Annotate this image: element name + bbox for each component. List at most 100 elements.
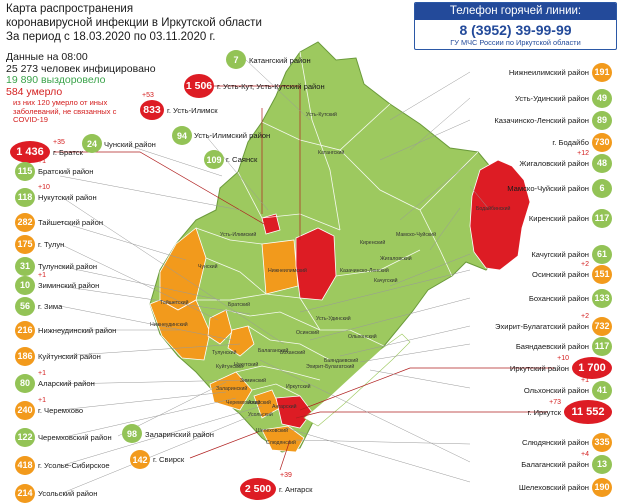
region-value-badge: 117 — [592, 208, 612, 228]
map-district-label: Бодайбинский — [476, 206, 511, 212]
region-name-label: г. Усолье-Сибирское — [38, 461, 110, 470]
map-district-label: Зиминский — [240, 378, 267, 384]
region-name-label: Киренский район — [528, 214, 589, 223]
stats-block: Данные на 08:00 25 273 человек инфициров… — [6, 51, 156, 98]
map-district-label: Тулунский — [212, 350, 237, 356]
map-district-label: Заларинский — [216, 386, 248, 392]
region-name-label: г. Братск — [53, 148, 83, 157]
region-name-label: Балаганский район — [521, 460, 589, 469]
region-value-badge: 118 — [15, 187, 35, 207]
region-name-label: Нижнеилимский район — [508, 68, 589, 77]
map-district-label: Тайшетский — [160, 300, 189, 306]
stats-deaths: 584 умерло — [6, 85, 63, 98]
region-increase: +53 — [142, 92, 154, 99]
region-name-label: Куйтунский район — [38, 352, 101, 361]
region-name-label: г. Ангарск — [279, 485, 313, 494]
region-value-badge: 80 — [15, 373, 35, 393]
hotline-title: Телефон горячей линии: — [415, 3, 616, 20]
region-slyudyanka — [261, 425, 305, 453]
map-district-label: Усть-Кутский — [306, 112, 337, 118]
region-name-label: Мамско-Чуйский район — [507, 184, 589, 193]
region-value-badge: 1 506 — [184, 74, 214, 98]
region-name-label: Усть-Илимский район — [194, 131, 271, 140]
lake-baikal — [303, 333, 411, 427]
region-value-badge: 49 — [592, 88, 612, 108]
map-district-label: Усольский — [248, 412, 273, 418]
hotline-box: Телефон горячей линии: 8 (3952) 39-99-99… — [414, 2, 617, 50]
region-value-badge: 282 — [15, 212, 35, 232]
region-increase: +4 — [581, 451, 589, 458]
region-increase: +1 — [38, 272, 46, 279]
region-name-label: Братский район — [38, 167, 94, 176]
region-irkutsk — [275, 395, 313, 429]
map-district-label: Ангарский — [272, 404, 297, 410]
region-name-label: Осинский район — [532, 270, 589, 279]
header-line-3: За период с 18.03.2020 по 03.11.2020 г. — [6, 31, 216, 43]
region-name-label: Иркутский район — [509, 364, 569, 373]
region-value-badge: 61 — [592, 244, 612, 264]
region-increase: +1 — [581, 377, 589, 384]
region-name-label: Зиминский район — [38, 281, 100, 290]
region-increase: +1 — [38, 397, 46, 404]
region-value-badge: 41 — [592, 380, 612, 400]
region-increase: +1 — [38, 370, 46, 377]
region-value-badge: 89 — [592, 110, 612, 130]
region-cheremkhovo — [209, 371, 253, 411]
region-value-badge: 11 552 — [564, 400, 612, 424]
region-name-label: г. Черемхово — [38, 406, 84, 415]
map-district-label: Катангский — [318, 150, 345, 156]
region-increase: +10 — [557, 355, 569, 362]
map-district-label: Шелеховский — [256, 428, 289, 434]
region-value-badge: 6 — [592, 178, 612, 198]
region-value-badge: 31 — [15, 256, 35, 276]
region-value-badge: 418 — [15, 455, 35, 475]
region-increase: +35 — [53, 139, 65, 146]
region-ust-kut — [295, 227, 337, 301]
map-district-label: Осинский — [296, 330, 320, 336]
region-name-label: Шелеховский район — [518, 483, 589, 492]
region-value-badge: 216 — [15, 320, 35, 340]
region-increase: +39 — [280, 472, 292, 479]
district-borders — [195, 51, 479, 397]
map-district-label: Жигаловский — [380, 256, 412, 262]
region-value-badge: 115 — [15, 161, 35, 181]
region-value-badge: 730 — [592, 132, 612, 152]
region-name-label: Нижнеудинский район — [38, 326, 117, 335]
header-line-1: Карта распространения — [6, 3, 134, 15]
region-name-label: Слюдянский район — [522, 438, 589, 447]
region-bratsk — [261, 213, 281, 235]
region-value-badge: 1 700 — [572, 357, 612, 379]
region-value-badge: 98 — [122, 424, 142, 443]
region-value-badge: 732 — [592, 316, 612, 336]
map-district-label: Иркутский — [286, 384, 311, 390]
region-value-badge: 122 — [15, 427, 35, 447]
map-district-label: Киренский — [360, 240, 386, 246]
map-district-label: Усть-Илимский — [220, 232, 257, 238]
header-line-2: коронавирусной инфекции в Иркутской обла… — [6, 17, 262, 29]
region-name-label: Баяндаевский район — [515, 342, 589, 351]
region-increase: +2 — [581, 313, 589, 320]
hotline-number: 8 (3952) 39-99-99 — [459, 22, 572, 38]
stats-note: из них 120 умерло от иных заболеваний, н… — [13, 98, 117, 124]
map-district-label: Чунский — [198, 264, 218, 270]
region-name-label: г. Тулун — [38, 240, 65, 249]
region-name-label: Тулунский район — [38, 262, 98, 271]
map-district-label: Эхирит-Булагатский — [306, 364, 355, 370]
stats-infected: 25 273 человек инфицировано — [6, 62, 156, 75]
map-district-label: Куйтунский — [216, 364, 244, 370]
region-value-badge: 94 — [172, 126, 192, 145]
region-name-label: Ольхонский район — [523, 386, 589, 395]
map-district-label: Нижнеилимский — [268, 268, 307, 274]
map-district-label: Аларский — [248, 400, 271, 406]
region-tulun — [207, 309, 233, 345]
region-name-label: Жигаловский район — [519, 159, 589, 168]
region-value-badge: 13 — [592, 454, 612, 474]
region-value-badge: 142 — [130, 450, 150, 469]
region-name-label: г. Усть-Илимск — [167, 106, 218, 115]
region-name-label: Эхирит-Булагатский район — [495, 322, 589, 331]
region-name-label: г. Бодайбо — [552, 138, 589, 147]
map-district-label: Баяндаевский — [324, 358, 359, 364]
hotline-org: ГУ МЧС России по Иркутской области — [450, 38, 581, 47]
region-value-badge: 117 — [592, 336, 612, 356]
